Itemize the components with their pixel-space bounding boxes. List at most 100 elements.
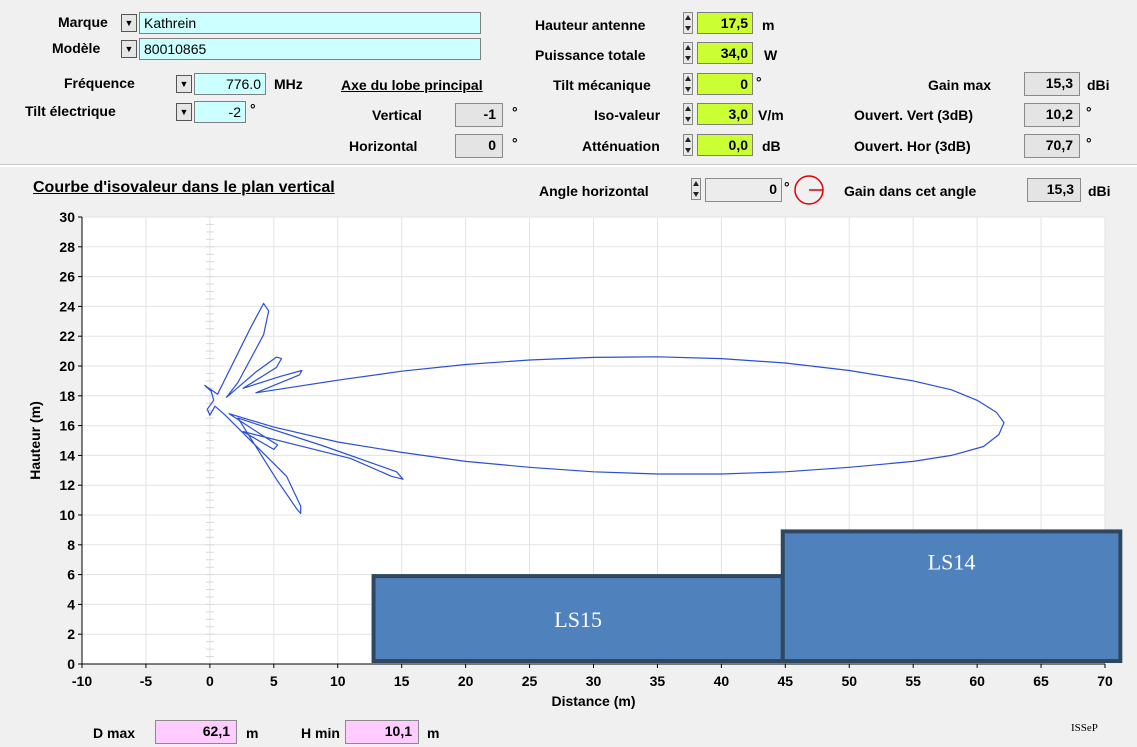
iso-valeur-label: Iso-valeur [594, 107, 661, 123]
modele-dropdown-button[interactable]: ▼ [121, 40, 137, 58]
angle-horizontal-field[interactable]: 0 [705, 178, 782, 202]
arrow-up-icon [685, 106, 691, 111]
x-tick-label: 5 [270, 673, 278, 689]
gain-max-unit: dBi [1087, 77, 1110, 93]
x-tick-label: 70 [1097, 673, 1113, 689]
attenuation-field[interactable]: 0,0 [697, 134, 753, 156]
y-tick-label: 14 [59, 447, 75, 463]
y-tick-label: 10 [59, 507, 75, 523]
ouverture-hor-label: Ouvert. Hor (3dB) [854, 138, 971, 154]
y-tick-label: 6 [67, 567, 75, 583]
puissance-spinner[interactable] [683, 42, 693, 64]
tilt-mecanique-unit: ° [756, 74, 762, 90]
iso-valeur-spinner[interactable] [683, 103, 693, 125]
dmax-label: D max [93, 725, 136, 741]
chevron-down-icon: ▼ [124, 18, 134, 28]
chevron-down-icon: ▼ [179, 79, 189, 89]
hmin-unit: m [427, 725, 440, 741]
y-tick-label: 4 [67, 596, 75, 612]
angle-horizontal-label: Angle horizontal [539, 183, 649, 199]
building-label: LS15 [554, 607, 602, 632]
ouverture-hor-unit: ° [1086, 135, 1092, 151]
puissance-unit: W [764, 47, 778, 63]
tilt-mecanique-field[interactable]: 0 [697, 73, 753, 95]
hmin-label: H min [301, 725, 340, 741]
attenuation-spinner[interactable] [683, 134, 693, 156]
y-tick-label: 22 [59, 328, 75, 344]
ouverture-vert-unit: ° [1086, 104, 1092, 120]
angle-horizontal-spinner[interactable] [691, 178, 701, 200]
tilt-mecanique-label: Tilt mécanique [553, 77, 651, 93]
chevron-down-icon: ▼ [124, 44, 134, 54]
dmax-unit: m [246, 725, 259, 741]
x-tick-label: 65 [1033, 673, 1049, 689]
arrow-down-icon [685, 56, 691, 61]
frequence-field[interactable]: 776.0 [194, 73, 266, 95]
hauteur-antenne-field[interactable]: 17,5 [697, 12, 753, 34]
frequence-dropdown-button[interactable]: ▼ [176, 75, 192, 93]
tilt-mecanique-spinner[interactable] [683, 73, 693, 95]
plot-title: Courbe d'isovaleur dans le plan vertical [33, 179, 335, 196]
vertical-value: -1 [455, 103, 503, 127]
curves [204, 302, 1005, 515]
x-tick-label: 0 [206, 673, 214, 689]
tilt-electrique-unit: ° [250, 101, 256, 117]
y-tick-label: 12 [59, 477, 75, 493]
arrow-down-icon [685, 117, 691, 122]
arrow-up-icon [685, 137, 691, 142]
angle-horizontal-unit: ° [784, 179, 790, 195]
y-tick-label: 24 [59, 298, 75, 314]
y-tick-label: 2 [67, 626, 75, 642]
arrow-down-icon [685, 87, 691, 92]
x-tick-label: 55 [905, 673, 921, 689]
y-tick-label: 20 [59, 358, 75, 374]
arrow-down-icon [685, 26, 691, 31]
arrow-up-icon [685, 15, 691, 20]
tilt-electrique-field[interactable]: -2 [194, 101, 246, 123]
tilt-electrique-dropdown-button[interactable]: ▼ [176, 103, 192, 121]
frequence-label: Fréquence [64, 75, 135, 91]
horizontal-label: Horizontal [349, 138, 418, 154]
panel-divider [0, 164, 1137, 167]
x-tick-label: 15 [394, 673, 410, 689]
y-tick-label: 8 [67, 537, 75, 553]
attenuation-unit: dB [762, 138, 781, 154]
x-tick-label: 45 [778, 673, 794, 689]
x-tick-label: 30 [586, 673, 602, 689]
arrow-down-icon [685, 148, 691, 153]
x-tick-label: -5 [140, 673, 153, 689]
axe-lobe-heading: Axe du lobe principal [341, 77, 483, 93]
y-tick-label: 28 [59, 239, 75, 255]
y-tick-label: 30 [59, 209, 75, 225]
y-tick-label: 26 [59, 269, 75, 285]
ouverture-vert-value: 10,2 [1024, 103, 1080, 127]
frequence-unit: MHz [274, 76, 303, 92]
modele-label: Modèle [52, 40, 101, 56]
gain-angle-value: 15,3 [1027, 178, 1081, 202]
arrow-up-icon [685, 76, 691, 81]
horizontal-unit: ° [512, 135, 518, 151]
x-tick-label: -10 [72, 673, 92, 689]
puissance-field[interactable]: 34,0 [697, 42, 753, 64]
iso-valeur-field[interactable]: 3,0 [697, 103, 753, 125]
x-tick-label: 60 [969, 673, 985, 689]
x-axis-label: Distance (m) [551, 693, 635, 709]
modele-field[interactable]: 80010865 [139, 38, 481, 60]
chevron-down-icon: ▼ [179, 107, 189, 117]
x-tick-label: 40 [714, 673, 730, 689]
marque-dropdown-button[interactable]: ▼ [121, 14, 137, 32]
y-axis-label: Hauteur (m) [27, 401, 43, 480]
ouverture-hor-value: 70,7 [1024, 134, 1080, 158]
building-ls14 [780, 529, 1123, 664]
y-tick-label: 18 [59, 388, 75, 404]
horizontal-value: 0 [455, 134, 503, 158]
marque-label: Marque [58, 14, 108, 30]
issep-brand: ISSeP [1071, 722, 1098, 734]
x-tick-label: 10 [330, 673, 346, 689]
tilt-electrique-label: Tilt électrique [25, 103, 116, 119]
marque-field[interactable]: Kathrein [139, 12, 481, 34]
hauteur-antenne-spinner[interactable] [683, 12, 693, 34]
axes: -10 -5 0 5 10 15 20 25 30 35 40 45 50 55 60 65 700246810… [59, 209, 1113, 689]
ouverture-vert-label: Ouvert. Vert (3dB) [854, 107, 974, 123]
